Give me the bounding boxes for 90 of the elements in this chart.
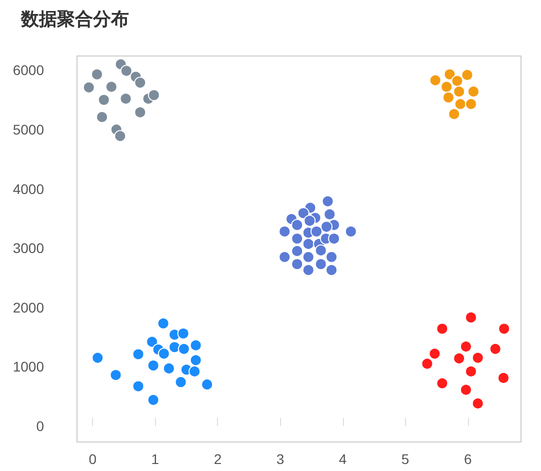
chart-title: 数据聚合分布 — [20, 9, 129, 29]
point — [461, 68, 474, 81]
x-tick-label: 4 — [338, 451, 347, 467]
point — [302, 251, 314, 263]
point — [168, 341, 181, 354]
point — [278, 226, 291, 238]
point — [157, 317, 170, 330]
point — [472, 352, 484, 364]
point — [174, 376, 187, 388]
x-tick-label: 1 — [151, 451, 160, 467]
point — [326, 251, 338, 263]
point — [464, 311, 477, 324]
point — [291, 245, 304, 258]
point — [96, 111, 108, 124]
point — [440, 80, 453, 93]
point — [162, 362, 175, 374]
point — [453, 352, 466, 364]
point — [120, 92, 132, 105]
point — [302, 264, 314, 276]
point — [147, 360, 160, 372]
point — [148, 89, 160, 102]
x-tick-label: 5 — [401, 451, 410, 467]
point — [460, 384, 472, 396]
point — [314, 244, 327, 256]
point — [132, 380, 144, 392]
point — [320, 220, 333, 233]
y-tick-label: 4000 — [12, 180, 44, 197]
point — [178, 342, 190, 355]
point — [453, 86, 466, 98]
point — [314, 258, 327, 270]
point — [98, 94, 110, 106]
point — [92, 352, 104, 364]
point — [82, 81, 95, 94]
point — [442, 92, 454, 104]
point — [201, 378, 214, 390]
point — [278, 251, 291, 263]
point — [302, 238, 314, 250]
point — [291, 218, 304, 231]
point — [291, 232, 304, 245]
y-tick-label: 5000 — [12, 122, 44, 138]
x-tick-label: 2 — [214, 451, 222, 467]
point — [464, 98, 477, 110]
point — [344, 226, 357, 238]
point — [467, 86, 480, 98]
point — [91, 68, 104, 80]
point — [460, 340, 472, 353]
point — [188, 365, 201, 378]
point — [110, 369, 122, 381]
point — [134, 106, 146, 118]
point — [190, 339, 202, 352]
point — [158, 348, 170, 360]
point — [472, 397, 484, 410]
point — [147, 394, 160, 406]
point — [291, 258, 304, 270]
y-tick-label: 3000 — [12, 240, 44, 256]
point — [190, 354, 202, 366]
point — [132, 348, 144, 360]
point — [105, 80, 118, 93]
point — [489, 342, 502, 355]
point — [310, 226, 323, 238]
point — [297, 207, 310, 220]
point — [146, 336, 158, 348]
point — [324, 208, 336, 220]
x-tick-label: 3 — [276, 451, 284, 467]
point — [177, 327, 190, 340]
x-tick-label: 0 — [88, 451, 97, 467]
point — [444, 68, 456, 80]
y-tick-label: 0 — [36, 418, 44, 434]
point — [421, 358, 434, 370]
point — [134, 76, 146, 89]
y-tick-label: 2000 — [12, 299, 44, 316]
point — [498, 372, 510, 384]
point — [464, 365, 477, 378]
point — [451, 74, 464, 87]
point — [436, 322, 448, 335]
point — [448, 108, 460, 120]
point — [114, 130, 126, 142]
point — [304, 214, 316, 227]
point — [120, 64, 132, 77]
point — [428, 348, 441, 360]
x-tick-label: 6 — [464, 451, 472, 467]
y-tick-label: 1000 — [12, 358, 44, 375]
point — [326, 264, 338, 276]
point — [498, 322, 510, 335]
point — [429, 74, 442, 86]
point — [328, 232, 340, 245]
point — [436, 377, 448, 390]
y-tick-label: 6000 — [12, 62, 44, 78]
point — [322, 195, 334, 208]
point — [454, 98, 466, 110]
